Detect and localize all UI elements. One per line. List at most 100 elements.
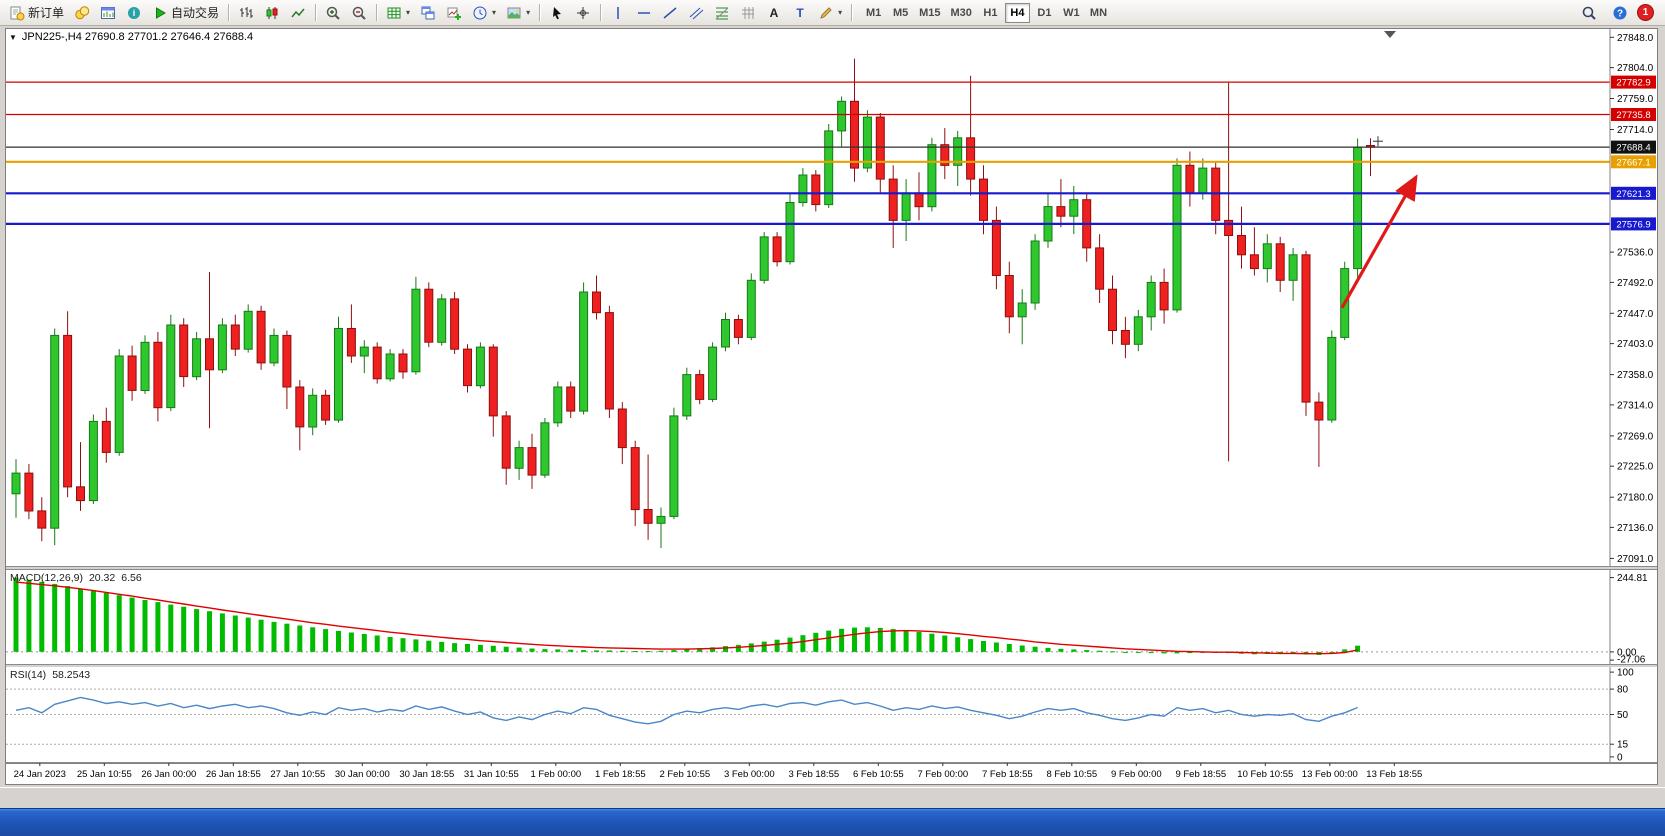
macd-panel[interactable]: MACD(12,26,9) 20.32 6.56 244.81 0.00 -27.0… — [6, 569, 1657, 665]
trendline-icon[interactable] — [657, 2, 683, 24]
text-icon[interactable]: A — [761, 2, 787, 24]
help-glyph: ? — [1613, 6, 1627, 19]
plus-green-glyph — [447, 7, 462, 20]
label-icon[interactable]: T — [787, 2, 813, 24]
tf-button-m5[interactable]: M5 — [892, 6, 909, 19]
templates-icon[interactable]: ▾ — [501, 2, 535, 24]
chart-window-icon[interactable] — [95, 2, 121, 24]
svg-text:?: ? — [1617, 8, 1623, 19]
svg-text:3 Feb 18:55: 3 Feb 18:55 — [788, 769, 839, 780]
new-chart-icon[interactable]: ▾ — [381, 2, 415, 24]
dropdown-caret-icon: ▾ — [838, 8, 843, 17]
toolbar-separator — [376, 4, 378, 21]
svg-text:27180.0: 27180.0 — [1617, 493, 1654, 504]
tf-button-mn[interactable]: MN — [1089, 6, 1108, 19]
grid-icon[interactable] — [735, 2, 761, 24]
svg-text:27536.0: 27536.0 — [1617, 248, 1654, 259]
panel-splitter[interactable] — [6, 567, 1657, 569]
macd-histogram — [13, 577, 1361, 655]
tf-button-h4[interactable]: H4 — [1004, 2, 1030, 23]
svg-text:27225.0: 27225.0 — [1617, 462, 1654, 473]
toolbar-right: ? 1 — [1576, 2, 1661, 24]
vertical-line-icon[interactable] — [605, 2, 631, 24]
svg-text:27714.0: 27714.0 — [1617, 125, 1654, 136]
svg-text:i: i — [133, 8, 136, 18]
taskbar[interactable] — [0, 808, 1665, 836]
cursor-icon[interactable] — [544, 2, 570, 24]
candlestick-mode-icon[interactable] — [259, 2, 285, 24]
macd-name: MACD(12,26,9) — [10, 572, 83, 584]
new-order-button[interactable]: 新订单 — [4, 2, 69, 24]
tf-button-w1[interactable]: W1 — [1063, 6, 1080, 19]
toolbar-separator — [228, 4, 230, 21]
svg-text:3 Feb 00:00: 3 Feb 00:00 — [724, 769, 775, 780]
panel-splitter[interactable] — [6, 665, 1657, 667]
zoom-glyph — [1582, 6, 1596, 20]
horizontal-lines — [6, 81, 1610, 225]
tf-button-m30[interactable]: M30 — [950, 6, 972, 19]
notification-badge[interactable]: 1 — [1638, 5, 1653, 20]
tf-button-m15[interactable]: M15 — [919, 6, 941, 19]
toolbar-separator — [539, 4, 541, 21]
rsi-scale: 100 80 50 150 — [1609, 667, 1634, 762]
line-chart-mode-icon[interactable] — [285, 2, 311, 24]
indicators-icon[interactable] — [441, 2, 467, 24]
linechart-glyph — [291, 8, 305, 17]
search-icon[interactable] — [1576, 2, 1602, 24]
chart-window: ▼ JPN225-,H4 27690.8 27701.2 27646.4 276… — [5, 28, 1658, 785]
fibonacci-icon[interactable] — [709, 2, 735, 24]
chart-title-bar: ▼ JPN225-,H4 27690.8 27701.2 27646.4 276… — [9, 31, 253, 43]
macd-main-value: 20.32 — [88, 572, 116, 584]
rsi-label: RSI(14) 58.2543 — [10, 669, 90, 681]
horizontal-line-icon[interactable] — [631, 2, 657, 24]
info-icon[interactable]: i — [121, 2, 147, 24]
svg-text:-27.06: -27.06 — [1617, 655, 1646, 665]
rsi-value: 58.2543 — [52, 669, 91, 681]
tf-button-d1[interactable]: D1 — [1037, 6, 1052, 19]
chart-window-glyph — [101, 6, 116, 19]
arrows-icon[interactable]: ▾ — [813, 2, 847, 24]
svg-text:27804.0: 27804.0 — [1617, 63, 1654, 74]
dropdown-caret-icon: ▾ — [526, 8, 531, 17]
status-bar — [0, 787, 1665, 808]
svg-text:27782.9: 27782.9 — [1616, 78, 1650, 89]
price-chart-canvas[interactable]: 27848.0 27804.0 27759.0 27714.0 27536.0 27492… — [6, 29, 1657, 566]
macd-signal-line — [15, 581, 1358, 655]
svg-text:27269.0: 27269.0 — [1617, 431, 1654, 442]
auto-trading-button[interactable]: 自动交易 — [147, 2, 224, 24]
chart-title: JPN225-,H4 27690.8 27701.2 27646.4 27688… — [21, 31, 254, 43]
crosshair-icon[interactable] — [570, 2, 596, 24]
svg-text:27848.0: 27848.0 — [1617, 33, 1654, 44]
periods-icon[interactable]: ▾ — [467, 2, 501, 24]
rsi-line — [15, 696, 1358, 725]
tf-button-m1[interactable]: M1 — [865, 6, 882, 19]
time-axis[interactable]: 24 Jan 2023 25 Jan 10:55 26 Jan 00:00 26 Ja… — [6, 763, 1657, 783]
rsi-canvas[interactable]: 100 80 50 150 — [6, 667, 1657, 762]
rsi-panel[interactable]: RSI(14) 58.2543 100 80 50 15 0 — [6, 667, 1657, 763]
svg-text:13 Feb 00:00: 13 Feb 00:00 — [1302, 769, 1358, 780]
ohlc-bars-icon[interactable] — [233, 2, 259, 24]
toolbar-separator — [851, 4, 853, 21]
profiles-icon[interactable] — [415, 2, 441, 24]
zoom-out-glyph — [352, 6, 366, 20]
channel-icon[interactable] — [683, 2, 709, 24]
price-panel[interactable]: ▼ JPN225-,H4 27690.8 27701.2 27646.4 276… — [6, 29, 1657, 567]
zoom-in-icon[interactable] — [320, 2, 346, 24]
auto-trading-button-label: 自动交易 — [171, 6, 220, 20]
help-icon[interactable]: ? — [1607, 2, 1633, 24]
svg-text:100: 100 — [1617, 668, 1634, 679]
svg-text:26 Jan 18:55: 26 Jan 18:55 — [206, 769, 261, 780]
svg-text:A: A — [770, 6, 779, 20]
svg-text:27576.9: 27576.9 — [1616, 219, 1650, 230]
svg-text:24 Jan 2023: 24 Jan 2023 — [14, 769, 66, 780]
dropdown-caret-icon: ▾ — [492, 8, 497, 17]
zoom-out-icon[interactable] — [346, 2, 372, 24]
market-watch-icon[interactable] — [69, 2, 95, 24]
svg-text:15: 15 — [1617, 740, 1629, 751]
svg-text:7 Feb 00:00: 7 Feb 00:00 — [917, 769, 968, 780]
tf-button-h1[interactable]: H1 — [983, 6, 998, 19]
chart-menu-icon[interactable]: ▼ — [9, 32, 17, 42]
svg-text:27 Jan 10:55: 27 Jan 10:55 — [270, 769, 325, 780]
toolbar-separator — [315, 4, 317, 21]
macd-canvas[interactable]: 244.81 0.00-27.06 — [6, 570, 1657, 664]
